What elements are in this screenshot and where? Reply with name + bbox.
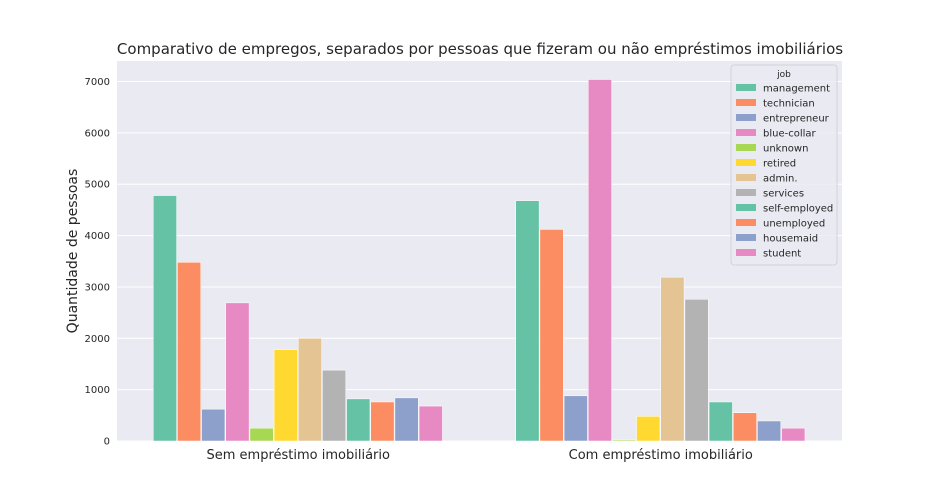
legend-entry-label: admin. [763, 174, 798, 185]
bar-unknown-1 [612, 439, 637, 442]
bar-admin--1 [660, 276, 685, 442]
bar-management-0 [153, 195, 177, 442]
y-axis-label: Quantidade de pessoas [65, 169, 81, 334]
y-tick-label: 2000 [85, 334, 110, 345]
bar-housemaid-0 [394, 397, 419, 442]
legend-box [730, 64, 838, 266]
y-tick-label: 5000 [85, 180, 110, 191]
bar-services-0 [322, 369, 347, 442]
bar-technician-1 [539, 229, 564, 442]
legend-swatch [736, 174, 756, 181]
legend-entry-label: unemployed [763, 219, 825, 230]
legend-swatch [736, 99, 756, 106]
bar-self-employed-1 [708, 401, 733, 442]
legend-swatch [736, 234, 756, 241]
y-tick-label: 6000 [85, 128, 110, 139]
y-tick-label: 3000 [85, 282, 110, 293]
legend-swatch [736, 144, 756, 151]
legend-entry-label: retired [763, 159, 796, 170]
bar-student-1 [781, 427, 806, 442]
bar-unknown-0 [249, 427, 274, 442]
x-tick-label: Sem empréstimo imobiliário [207, 448, 390, 463]
y-tick-label: 0 [104, 437, 110, 448]
bar-management-1 [515, 200, 540, 442]
legend-swatch [736, 159, 756, 166]
bar-blue-collar-0 [225, 302, 250, 442]
bar-services-1 [684, 299, 709, 442]
legend-swatch [736, 219, 756, 226]
legend-swatch [736, 189, 756, 196]
legend-swatch [736, 114, 756, 121]
legend-swatch [736, 204, 756, 211]
legend-entry-label: housemaid [763, 234, 818, 245]
legend-entry-label: entrepreneur [763, 114, 830, 125]
bar-retired-0 [273, 349, 298, 442]
legend: job management technician entrepreneur blue-… [730, 64, 838, 266]
bar-retired-1 [636, 416, 661, 442]
bar-self-employed-0 [346, 398, 371, 442]
legend-entry-label: blue-collar [763, 129, 817, 140]
x-axis-ticks: Sem empréstimo imobiliário Com empréstimo… [207, 448, 753, 463]
legend-entry-label: management [763, 84, 830, 95]
y-tick-label: 1000 [85, 385, 110, 396]
bar-housemaid-1 [757, 420, 782, 442]
chart-title: Comparativo de empregos, separados por p… [117, 40, 843, 58]
bars [153, 79, 806, 442]
legend-entry-label: self-employed [763, 204, 833, 215]
bar-entrepreneur-1 [563, 395, 588, 442]
legend-swatch [736, 129, 756, 136]
legend-title: job [776, 70, 791, 80]
bar-unemployed-1 [733, 412, 757, 442]
legend-entry-label: unknown [763, 144, 808, 155]
legend-swatch [736, 84, 756, 91]
legend-entry-label: services [763, 189, 804, 200]
y-tick-label: 7000 [85, 77, 110, 88]
legend-entry-label: technician [763, 99, 815, 110]
bar-blue-collar-1 [588, 79, 612, 442]
y-tick-label: 4000 [85, 231, 110, 242]
y-axis-ticks: 0 1000 2000 3000 4000 5000 6000 7000 [85, 77, 110, 447]
legend-swatch [736, 249, 756, 256]
bar-admin--0 [298, 338, 322, 442]
bar-unemployed-0 [370, 401, 395, 442]
legend-entry-label: student [763, 249, 801, 260]
bar-technician-0 [177, 262, 202, 442]
bar-student-0 [418, 405, 443, 442]
x-tick-label: Com empréstimo imobiliário [569, 448, 753, 463]
bar-entrepreneur-0 [201, 408, 226, 442]
